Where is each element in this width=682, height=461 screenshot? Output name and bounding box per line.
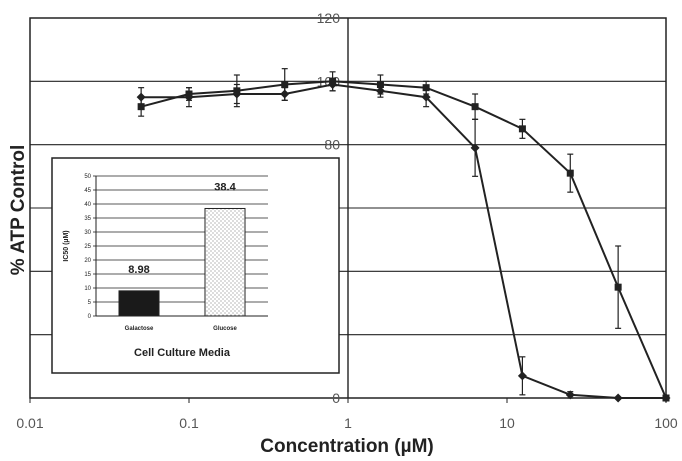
x-tick-label-3: 10 <box>499 415 515 431</box>
series-1-point-7 <box>471 103 479 111</box>
inset-y-axis-title: IC50 (µM) <box>63 230 70 261</box>
y-tick-label-80: 80 <box>324 137 340 153</box>
inset-chart: 0 5 10 15 20 25 30 35 40 45 50 8.98 Galactose 38.4 Glu… <box>51 157 340 374</box>
series-1-point-8 <box>518 125 526 133</box>
inset-x-axis-title: Cell Culture Media <box>134 347 231 359</box>
series-1-point-6 <box>422 84 430 92</box>
inset-y-tick-label-40: 40 <box>84 202 91 208</box>
series-0-point-7 <box>470 143 480 153</box>
series-0-point-8 <box>517 371 527 381</box>
inset-y-tick-label-10: 10 <box>84 286 91 292</box>
series-1-point-3 <box>281 81 289 88</box>
inset-y-tick-label-20: 20 <box>84 258 91 264</box>
series-1-point-11 <box>662 394 670 402</box>
series-1-point-4 <box>329 77 337 85</box>
x-tick-label-0: 0.01 <box>16 415 43 431</box>
series-1-point-0 <box>137 103 145 111</box>
inset-y-tick-label-25: 25 <box>84 244 91 250</box>
inset-y-tick-label-15: 15 <box>84 272 91 278</box>
y-tick-label-0: 0 <box>332 390 340 406</box>
inset-value-label-galactose: 8.98 <box>128 264 149 276</box>
series-1-point-10 <box>614 283 622 291</box>
series-0-point-9 <box>565 390 575 400</box>
inset-y-tick-label-0: 0 <box>88 314 92 320</box>
series-1-point-9 <box>566 169 574 177</box>
inset-y-tick-label-50: 50 <box>84 174 91 180</box>
inset-y-tick-label-30: 30 <box>84 230 91 236</box>
x-tick-label-1: 0.1 <box>179 415 199 431</box>
inset-category-label-glucose: Glucose <box>213 326 237 332</box>
series-0-point-10 <box>613 393 623 403</box>
inset-bar-galactose <box>118 290 160 317</box>
y-tick-label-120: 120 <box>317 10 341 26</box>
inset-category-label-galactose: Galactose <box>125 326 154 332</box>
x-tick-label-2: 1 <box>344 415 352 431</box>
y-axis-title: % ATP Control <box>8 145 29 276</box>
inset-y-tick-label-35: 35 <box>84 216 91 222</box>
series-1-line <box>140 80 667 399</box>
x-tick-label-4: 100 <box>654 415 678 431</box>
inset-bar-glucose <box>204 207 246 317</box>
inset-y-tick-label-45: 45 <box>84 188 91 194</box>
series-1-point-2 <box>233 87 241 95</box>
inset-y-tick-label-5: 5 <box>88 300 92 306</box>
inset-value-label-glucose: 38.4 <box>214 181 236 193</box>
series-1-point-5 <box>376 81 384 88</box>
series-0-point-6 <box>421 92 431 102</box>
series-0-line <box>141 83 666 399</box>
inset-frame <box>51 157 340 374</box>
series-1-point-1 <box>185 90 193 98</box>
x-axis-title: Concentration (µM) <box>260 436 434 457</box>
